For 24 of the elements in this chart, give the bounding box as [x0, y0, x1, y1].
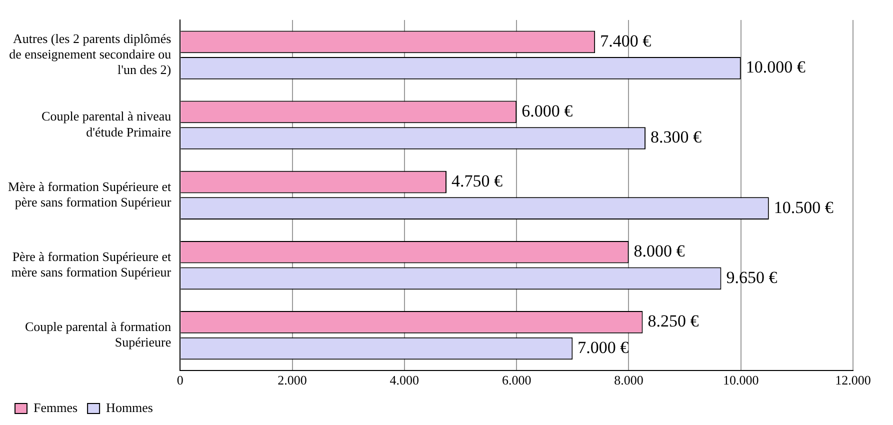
- x-tick-label: 0: [176, 372, 184, 388]
- x-tick-label: 4.000: [390, 372, 420, 388]
- x-tick-label: 6.000: [502, 372, 532, 388]
- data-label: 6.000 €: [522, 101, 574, 120]
- data-label: 8.300 €: [650, 128, 702, 147]
- x-tick-label: 12.000: [835, 372, 871, 388]
- data-label: 7.000 €: [578, 338, 630, 357]
- data-label: 7.400 €: [600, 31, 652, 50]
- data-label: 10.500 €: [774, 198, 834, 217]
- data-label: 10.000 €: [746, 58, 806, 77]
- legend-label: Hommes: [106, 400, 154, 415]
- data-label: 8.000 €: [634, 242, 686, 261]
- y-tick-label: Père à formation Supérieure et mère sans formation Supérieur: [11, 248, 172, 280]
- legend-label: Femmes: [34, 400, 78, 415]
- x-tick-label: 10.000: [722, 372, 759, 388]
- y-tick-label: Couple parental à formation Supérieure: [24, 318, 172, 350]
- y-tick-label: Couple parental à niveau d'étude Primaire: [42, 108, 172, 140]
- data-label: 8.250 €: [648, 312, 700, 331]
- x-tick-label: 2.000: [278, 372, 307, 388]
- data-label: 4.750 €: [451, 172, 503, 191]
- y-tick-label: Mère à formation Supérieure et père sans formation Supérieur: [8, 178, 172, 210]
- y-tick-label: Autres (les 2 parents diplômés de enseignement secondaire ou l'un des 2): [9, 30, 172, 78]
- x-tick-label: 8.000: [614, 372, 644, 388]
- data-label: 9.650 €: [726, 268, 778, 287]
